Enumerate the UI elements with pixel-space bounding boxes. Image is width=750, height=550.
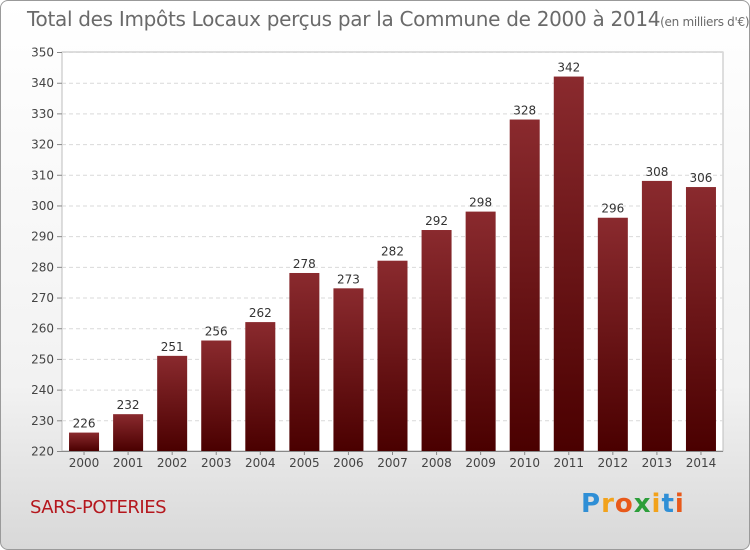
bar <box>157 355 188 451</box>
bar <box>553 76 584 452</box>
bar <box>245 322 276 451</box>
logo-letter: P <box>581 489 602 519</box>
commune-name: SARS-POTERIES <box>30 497 167 518</box>
bar-value-label: 328 <box>513 104 536 118</box>
y-tick-label: 290 <box>31 230 54 244</box>
x-tick-label: 2007 <box>377 456 408 470</box>
y-tick-label: 300 <box>31 199 54 213</box>
y-tick-label: 240 <box>31 383 54 397</box>
bar-value-label: 292 <box>425 214 448 228</box>
y-tick-label: 230 <box>31 414 54 428</box>
x-tick-label: 2006 <box>333 456 364 470</box>
x-tick-label: 2012 <box>598 456 629 470</box>
y-tick-label: 260 <box>31 322 54 336</box>
bar <box>69 432 100 451</box>
bar-value-label: 226 <box>73 417 96 431</box>
bar <box>509 119 540 452</box>
bar <box>641 180 672 451</box>
bar <box>289 272 320 451</box>
chart-unit: (en milliers d'€) <box>660 15 750 29</box>
chart-title-text: Total des Impôts Locaux perçus par la Co… <box>27 7 661 31</box>
logo-letter: i <box>651 489 662 519</box>
x-tick-label: 2000 <box>69 456 100 470</box>
bar-value-label: 308 <box>645 165 668 179</box>
bar <box>685 187 716 452</box>
x-tick-label: 2014 <box>686 456 717 470</box>
bar-value-label: 278 <box>293 257 316 271</box>
bar-value-label: 298 <box>469 196 492 210</box>
x-tick-label: 2008 <box>421 456 452 470</box>
x-tick-label: 2004 <box>245 456 276 470</box>
proxiti-logo: Proxiti <box>581 489 685 519</box>
x-tick-label: 2003 <box>201 456 232 470</box>
y-tick-label: 250 <box>31 352 54 366</box>
bar <box>201 340 232 451</box>
x-tick-label: 2005 <box>289 456 320 470</box>
y-tick-label: 280 <box>31 260 54 274</box>
x-tick-label: 2013 <box>642 456 673 470</box>
logo-letter: i <box>674 489 685 519</box>
y-tick-label: 270 <box>31 291 54 305</box>
bar-value-label: 273 <box>337 272 360 286</box>
bar-value-label: 342 <box>557 61 580 75</box>
y-tick-label: 330 <box>31 107 54 121</box>
bar-value-label: 251 <box>161 340 184 354</box>
logo-letter: t <box>661 489 675 519</box>
y-tick-label: 350 <box>31 46 54 60</box>
logo-letter: o <box>614 489 634 519</box>
y-tick-label: 340 <box>31 76 54 90</box>
x-tick-label: 2002 <box>157 456 188 470</box>
chart-title: Total des Impôts Locaux perçus par la Co… <box>27 7 749 31</box>
bar <box>113 414 144 451</box>
bar <box>333 288 364 451</box>
bar-value-label: 306 <box>690 171 713 185</box>
x-tick-label: 2011 <box>553 456 584 470</box>
bar <box>377 260 408 451</box>
x-tick-label: 2009 <box>465 456 496 470</box>
y-tick-label: 310 <box>31 168 54 182</box>
bar-value-label: 256 <box>205 325 228 339</box>
x-tick-label: 2010 <box>509 456 540 470</box>
bar <box>597 217 628 451</box>
bar-value-label: 262 <box>249 306 272 320</box>
bar-value-label: 232 <box>117 398 140 412</box>
y-tick-label: 320 <box>31 138 54 152</box>
y-tick-label: 220 <box>31 445 54 459</box>
logo-letter: r <box>601 489 615 519</box>
logo-letter: x <box>633 489 652 519</box>
bar <box>421 230 452 451</box>
bar-value-label: 282 <box>381 245 404 259</box>
bar-value-label: 296 <box>601 202 624 216</box>
x-tick-label: 2001 <box>113 456 144 470</box>
bar <box>465 211 496 451</box>
